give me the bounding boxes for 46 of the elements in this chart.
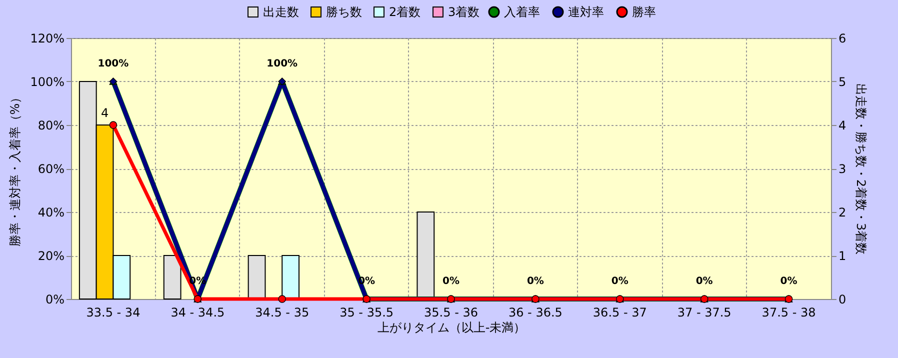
y2-axis-title: 出走数・勝ち数・2着数・3着数 [854,83,868,255]
y2-tick-label: 2 [838,206,846,220]
legend-label: 勝率 [632,5,656,19]
legend-label: 3着数 [448,5,480,19]
x-axis-title: 上がりタイム（以上-未満） [377,320,526,334]
y-axis-title: 勝率・連対率・入着率（%） [8,91,22,247]
y2-tick-label: 1 [838,249,846,263]
x-tick-label: 37 - 37.5 [677,306,732,320]
y2-tick-label: 4 [838,118,846,132]
data-label: 100% [266,58,298,70]
y-tick-label: 100% [30,75,64,89]
y-tick-label: 40% [38,206,64,220]
x-tick-label: 36.5 - 37 [592,306,647,320]
y-tick-label: 20% [38,249,64,263]
y2-tick-label: 0 [838,292,846,306]
y-tick-label: 80% [38,118,64,132]
data-label: 100% [98,58,129,70]
x-tick-label: 34 - 34.5 [170,306,225,320]
bar [282,255,300,300]
legend-label: 連対率 [568,5,604,19]
y-tick-label: 0% [45,292,64,306]
legend-label: 入着率 [504,5,540,19]
x-tick-label: 35 - 35.5 [340,306,394,320]
data-label: 4 [100,106,109,120]
point [109,121,118,129]
legend-label: 2着数 [389,5,421,19]
y-tick-label: 60% [38,162,64,176]
x-tick-label: 33.5 - 34 [86,306,140,320]
x-tick-label: 36 - 36.5 [508,306,562,320]
x-tick-label: 35.5 - 36 [424,306,478,320]
legend-label: 出走数 [263,5,299,19]
legend-label: 勝ち数 [326,5,362,19]
data-label: 0% [442,276,460,287]
bar [248,255,266,300]
data-label: 0% [780,276,798,287]
data-label: 0% [696,276,713,287]
x-tick-label: 34.5 - 35 [255,306,310,320]
y2-tick-label: 3 [838,162,846,176]
point [278,295,286,303]
y-tick-label: 120% [30,32,64,46]
x-tick-label: 37.5 - 38 [762,306,816,320]
y2-tick-label: 6 [838,32,846,46]
data-label: 0% [526,276,544,287]
data-label: 0% [611,276,628,287]
y2-tick-label: 5 [838,75,846,89]
bar [163,255,182,300]
